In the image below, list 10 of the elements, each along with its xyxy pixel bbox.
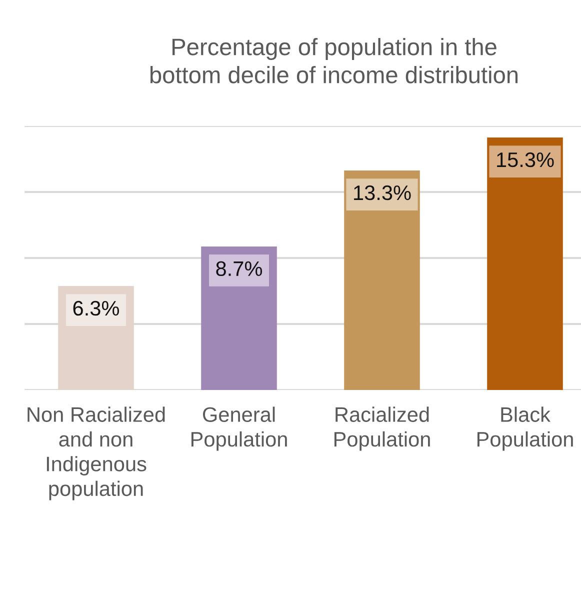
x-tick-label: General Population — [191, 406, 287, 451]
x-tick-label: Black Population — [477, 406, 573, 451]
data-label: 8.7% — [216, 261, 262, 276]
x-tick-label: Non Racialized and non Indigenous population — [28, 406, 165, 500]
x-tick-label: Racialized Population — [334, 406, 430, 451]
data-label: 15.3% — [497, 152, 554, 168]
data-label: 13.3% — [354, 185, 411, 200]
chart-title: Percentage of population in the bottom decile of income distribution — [150, 38, 518, 84]
bar — [487, 138, 563, 390]
data-label: 6.3% — [73, 300, 120, 316]
